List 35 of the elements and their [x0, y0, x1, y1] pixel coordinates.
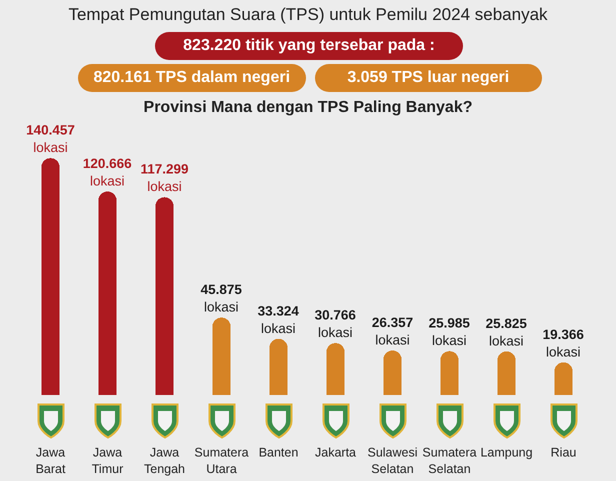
x-tick-label: Sumatera Selatan — [422, 446, 477, 476]
data-label: 45.875 lokasi — [200, 282, 242, 315]
data-label: 140.457 lokasi — [26, 122, 75, 156]
data-label: 120.666 lokasi — [82, 156, 132, 189]
data-label: 30.766 lokasi — [314, 308, 356, 340]
x-tick-label: Riau — [550, 446, 576, 460]
x-tick-label: Banten — [258, 446, 298, 460]
x-tick-label: Lampung — [480, 446, 533, 460]
data-label: 33.324 lokasi — [258, 303, 300, 336]
bar — [326, 343, 345, 395]
bar — [41, 158, 60, 395]
bar — [155, 197, 174, 395]
data-label: 19.366 lokasi — [542, 326, 584, 360]
banner-pill: 823.220 titik yang tersebar pada : — [155, 32, 463, 60]
chart-title: Tempat Pemungutan Suara (TPS) untuk Pemilu 2024 sebanyak — [67, 5, 549, 25]
bar — [98, 192, 117, 395]
bar — [269, 338, 288, 395]
bar — [497, 351, 516, 395]
x-tick-label: Jawa Timur — [92, 446, 124, 476]
data-label: 25.985 lokasi — [428, 316, 470, 348]
banner-pill: 820.161 TPS dalam negeri — [78, 64, 306, 92]
data-label: 117.299 lokasi — [140, 162, 189, 194]
chart-subtitle: Provinsi Mana dengan TPS Paling Banyak? — [142, 99, 474, 117]
data-label: 25.825 lokasi — [486, 316, 528, 348]
x-tick-label: Sumatera Utara — [194, 446, 249, 476]
bar — [212, 318, 231, 395]
bar — [440, 351, 459, 395]
x-tick-label: Jawa Tengah — [144, 446, 186, 476]
data-label: 26.357 lokasi — [372, 315, 414, 348]
x-tick-label: Sulawesi Selatan — [367, 446, 418, 476]
x-tick-label: Jakarta — [315, 446, 356, 460]
banner-pill: 3.059 TPS luar negeri — [314, 64, 542, 92]
x-tick-label: Jawa Barat — [36, 446, 66, 476]
bar — [383, 350, 402, 395]
bar — [554, 362, 573, 395]
